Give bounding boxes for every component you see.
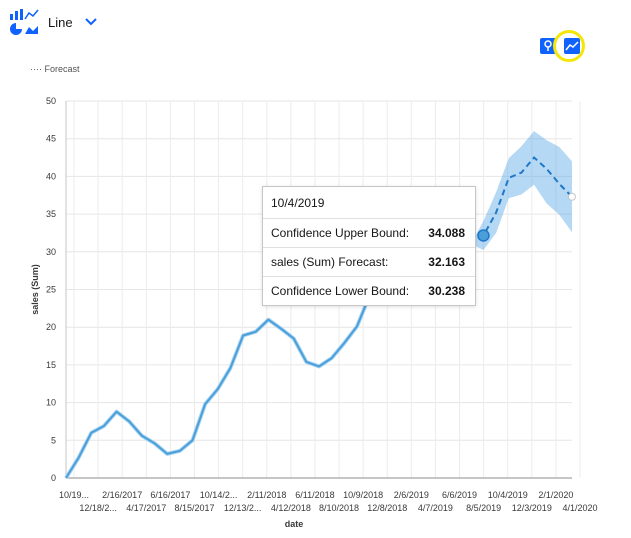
y-tick-label: 40 — [46, 171, 56, 181]
x-tick-label: 8/15/2017 — [174, 503, 214, 513]
tooltip-label: Confidence Upper Bound: — [271, 226, 410, 240]
x-tick-label: 12/18/2... — [79, 503, 117, 513]
chart-tools — [540, 38, 580, 54]
confidence-band — [470, 131, 572, 250]
tooltip-row-forecast: sales (Sum) Forecast: 32.163 — [263, 247, 475, 276]
tooltip-label: Confidence Lower Bound: — [271, 284, 410, 298]
highlighted-point — [477, 229, 490, 242]
chevron-down-icon[interactable] — [84, 15, 97, 29]
x-tick-label: 10/9/2018 — [343, 490, 383, 500]
x-tick-label: 10/4/2019 — [488, 490, 528, 500]
x-tick-label: 12/8/2018 — [367, 503, 407, 513]
x-tick-label: 4/12/2018 — [271, 503, 311, 513]
y-tick-label: 50 — [46, 96, 56, 106]
x-tick-label: 2/11/2018 — [247, 490, 286, 500]
tooltip-value: 34.088 — [428, 226, 465, 240]
y-axis-title: sales (Sum) — [30, 264, 40, 315]
x-tick-label: 10/19... — [59, 490, 89, 500]
x-tick-label: 2/1/2020 — [538, 490, 573, 500]
y-tick-label: 0 — [51, 473, 56, 483]
y-tick-label: 10 — [46, 398, 56, 408]
x-tick-label: 6/6/2019 — [442, 490, 477, 500]
forecast-end-point — [568, 192, 576, 201]
y-tick-label: 15 — [46, 360, 56, 370]
visualization-type-icon — [8, 8, 40, 36]
x-tick-label: 4/7/2019 — [418, 503, 453, 513]
x-tick-label: 10/14/2... — [200, 490, 238, 500]
x-tick-label: 12/3/2019 — [512, 503, 552, 513]
tooltip-row-lower: Confidence Lower Bound: 30.238 — [263, 276, 475, 305]
x-tick-label: 2/16/2017 — [102, 490, 142, 500]
tooltip-value: 32.163 — [428, 255, 465, 269]
tooltip-value: 30.238 — [428, 284, 465, 298]
y-tick-label: 30 — [46, 247, 56, 257]
x-tick-label: 6/16/2017 — [150, 490, 190, 500]
x-tick-label: 4/1/2020 — [562, 503, 597, 513]
forecast-legend: ···· Forecast — [30, 64, 80, 74]
y-tick-label: 5 — [51, 435, 56, 445]
y-tick-label: 45 — [46, 134, 56, 144]
x-tick-label: 6/11/2018 — [295, 490, 334, 500]
chart-type-selector[interactable]: Line — [8, 8, 97, 36]
x-tick-label: 8/5/2019 — [466, 503, 501, 513]
tooltip-label: sales (Sum) Forecast: — [271, 255, 389, 269]
x-tick-label: 12/13/2... — [224, 503, 262, 513]
x-tick-label: 8/10/2018 — [319, 503, 359, 513]
forecast-line — [470, 156, 573, 246]
data-point-tooltip: 10/4/2019 Confidence Upper Bound: 34.088… — [262, 186, 476, 306]
tooltip-date: 10/4/2019 — [271, 196, 325, 210]
dashed-line-icon: ···· — [30, 64, 42, 74]
y-tick-label: 20 — [46, 322, 56, 332]
trend-line-icon[interactable] — [564, 38, 580, 54]
x-axis-title: date — [285, 519, 304, 529]
x-tick-label: 2/6/2019 — [394, 490, 429, 500]
y-tick-label: 35 — [46, 209, 56, 219]
forecast-legend-label: Forecast — [44, 64, 80, 74]
pin-icon[interactable] — [540, 38, 556, 54]
x-tick-label: 4/17/2017 — [126, 503, 166, 513]
chart-type-label: Line — [48, 14, 73, 30]
tooltip-row-upper: Confidence Upper Bound: 34.088 — [263, 218, 475, 247]
y-tick-label: 25 — [46, 285, 56, 295]
